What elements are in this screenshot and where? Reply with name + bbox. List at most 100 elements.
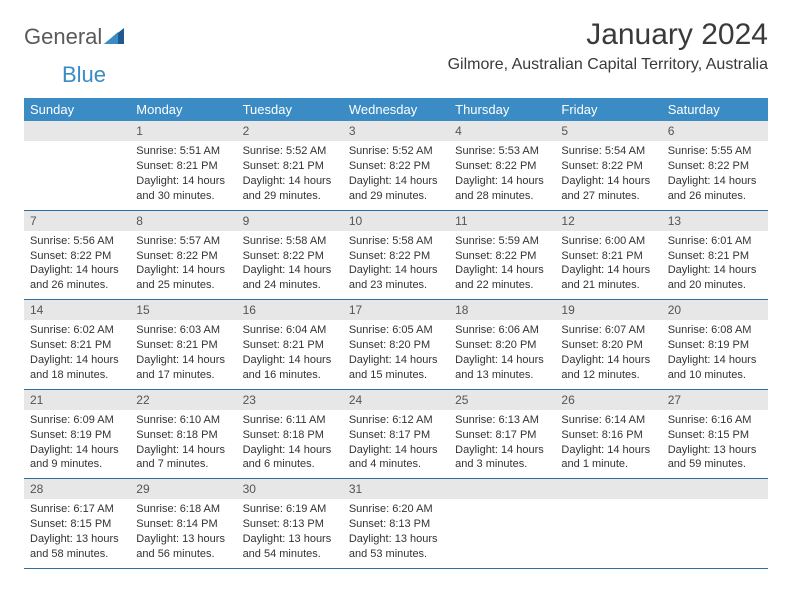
day-cell: 16Sunrise: 6:04 AMSunset: 8:21 PMDayligh… [237, 300, 343, 390]
day-body: Sunrise: 5:52 AMSunset: 8:22 PMDaylight:… [343, 141, 449, 209]
sunset-text: Sunset: 8:17 PM [349, 428, 443, 443]
day-body: Sunrise: 6:11 AMSunset: 8:18 PMDaylight:… [237, 410, 343, 478]
sunset-text: Sunset: 8:22 PM [561, 159, 655, 174]
dayname-wednesday: Wednesday [343, 98, 449, 121]
daylight-text: Daylight: 13 hours and 59 minutes. [668, 443, 762, 473]
daylight-text: Daylight: 14 hours and 24 minutes. [243, 263, 337, 293]
sunset-text: Sunset: 8:22 PM [668, 159, 762, 174]
sunrise-text: Sunrise: 6:08 AM [668, 323, 762, 338]
day-cell: 23Sunrise: 6:11 AMSunset: 8:18 PMDayligh… [237, 389, 343, 479]
day-cell: 11Sunrise: 5:59 AMSunset: 8:22 PMDayligh… [449, 210, 555, 300]
dayname-saturday: Saturday [662, 98, 768, 121]
day-cell: 14Sunrise: 6:02 AMSunset: 8:21 PMDayligh… [24, 300, 130, 390]
daylight-text: Daylight: 14 hours and 6 minutes. [243, 443, 337, 473]
day-number: 30 [237, 479, 343, 499]
sunrise-text: Sunrise: 6:20 AM [349, 502, 443, 517]
day-cell [555, 479, 661, 569]
daylight-text: Daylight: 14 hours and 26 minutes. [668, 174, 762, 204]
day-number: 17 [343, 300, 449, 320]
day-body: Sunrise: 6:08 AMSunset: 8:19 PMDaylight:… [662, 320, 768, 388]
day-body: Sunrise: 5:55 AMSunset: 8:22 PMDaylight:… [662, 141, 768, 209]
day-cell: 7Sunrise: 5:56 AMSunset: 8:22 PMDaylight… [24, 210, 130, 300]
sunrise-text: Sunrise: 6:06 AM [455, 323, 549, 338]
day-number: 29 [130, 479, 236, 499]
day-cell: 17Sunrise: 6:05 AMSunset: 8:20 PMDayligh… [343, 300, 449, 390]
daylight-text: Daylight: 13 hours and 56 minutes. [136, 532, 230, 562]
sunset-text: Sunset: 8:22 PM [455, 249, 549, 264]
day-body: Sunrise: 5:58 AMSunset: 8:22 PMDaylight:… [237, 231, 343, 299]
sunrise-text: Sunrise: 6:03 AM [136, 323, 230, 338]
sunrise-text: Sunrise: 5:58 AM [349, 234, 443, 249]
sunrise-text: Sunrise: 6:17 AM [30, 502, 124, 517]
sunrise-text: Sunrise: 6:07 AM [561, 323, 655, 338]
sunset-text: Sunset: 8:21 PM [243, 159, 337, 174]
sunrise-text: Sunrise: 6:04 AM [243, 323, 337, 338]
sunset-text: Sunset: 8:20 PM [349, 338, 443, 353]
sunset-text: Sunset: 8:22 PM [349, 159, 443, 174]
sunset-text: Sunset: 8:21 PM [668, 249, 762, 264]
day-cell: 9Sunrise: 5:58 AMSunset: 8:22 PMDaylight… [237, 210, 343, 300]
day-body: Sunrise: 6:00 AMSunset: 8:21 PMDaylight:… [555, 231, 661, 299]
sunrise-text: Sunrise: 5:53 AM [455, 144, 549, 159]
dayname-row: SundayMondayTuesdayWednesdayThursdayFrid… [24, 98, 768, 121]
day-cell: 12Sunrise: 6:00 AMSunset: 8:21 PMDayligh… [555, 210, 661, 300]
day-number: 15 [130, 300, 236, 320]
day-number: 16 [237, 300, 343, 320]
sunrise-text: Sunrise: 5:57 AM [136, 234, 230, 249]
week-row: 21Sunrise: 6:09 AMSunset: 8:19 PMDayligh… [24, 389, 768, 479]
sunset-text: Sunset: 8:14 PM [136, 517, 230, 532]
sunrise-text: Sunrise: 5:52 AM [243, 144, 337, 159]
calendar-table: SundayMondayTuesdayWednesdayThursdayFrid… [24, 98, 768, 569]
day-body: Sunrise: 5:57 AMSunset: 8:22 PMDaylight:… [130, 231, 236, 299]
day-cell: 10Sunrise: 5:58 AMSunset: 8:22 PMDayligh… [343, 210, 449, 300]
day-body: Sunrise: 6:12 AMSunset: 8:17 PMDaylight:… [343, 410, 449, 478]
day-number: 28 [24, 479, 130, 499]
day-cell: 27Sunrise: 6:16 AMSunset: 8:15 PMDayligh… [662, 389, 768, 479]
day-number: 12 [555, 211, 661, 231]
logo-text-1: General [24, 24, 102, 50]
sunset-text: Sunset: 8:16 PM [561, 428, 655, 443]
day-body: Sunrise: 6:16 AMSunset: 8:15 PMDaylight:… [662, 410, 768, 478]
daylight-text: Daylight: 14 hours and 10 minutes. [668, 353, 762, 383]
day-cell: 6Sunrise: 5:55 AMSunset: 8:22 PMDaylight… [662, 121, 768, 210]
day-number: 22 [130, 390, 236, 410]
week-row: 28 Sunrise: 6:17 AMSunset: 8:15 PM Dayligh… [24, 479, 768, 569]
daylight-text: Daylight: 14 hours and 27 minutes. [561, 174, 655, 204]
daylight-text: Daylight: 14 hours and 20 minutes. [668, 263, 762, 293]
day-number: 4 [449, 121, 555, 141]
day-number [24, 121, 130, 141]
sunset-text: Sunset: 8:22 PM [136, 249, 230, 264]
day-cell [24, 121, 130, 210]
day-body: Sunrise: 5:59 AMSunset: 8:22 PMDaylight:… [449, 231, 555, 299]
day-body: Sunrise: 6:14 AMSunset: 8:16 PMDaylight:… [555, 410, 661, 478]
sunset-text: Sunset: 8:15 PM [30, 517, 124, 532]
daylight-text: Daylight: 14 hours and 26 minutes. [30, 263, 124, 293]
day-number: 25 [449, 390, 555, 410]
sunrise-text: Sunrise: 5:51 AM [136, 144, 230, 159]
sunrise-text: Sunrise: 6:12 AM [349, 413, 443, 428]
sunrise-text: Sunrise: 5:56 AM [30, 234, 124, 249]
day-cell: 24Sunrise: 6:12 AMSunset: 8:17 PMDayligh… [343, 389, 449, 479]
daylight-text: Daylight: 13 hours and 54 minutes. [243, 532, 337, 562]
logo-text-2: Blue [62, 62, 106, 88]
daylight-text: Daylight: 14 hours and 23 minutes. [349, 263, 443, 293]
day-body: Sunrise: 6:01 AMSunset: 8:21 PMDaylight:… [662, 231, 768, 299]
day-body: Sunrise: 5:52 AMSunset: 8:21 PMDaylight:… [237, 141, 343, 209]
day-body: Sunrise: 5:53 AMSunset: 8:22 PMDaylight:… [449, 141, 555, 209]
day-cell: 21Sunrise: 6:09 AMSunset: 8:19 PMDayligh… [24, 389, 130, 479]
sunset-text: Sunset: 8:21 PM [136, 338, 230, 353]
day-number: 6 [662, 121, 768, 141]
day-number: 11 [449, 211, 555, 231]
day-body: Sunrise: 5:54 AMSunset: 8:22 PMDaylight:… [555, 141, 661, 209]
calendar-head: SundayMondayTuesdayWednesdayThursdayFrid… [24, 98, 768, 121]
sunrise-text: Sunrise: 6:05 AM [349, 323, 443, 338]
sunset-text: Sunset: 8:19 PM [30, 428, 124, 443]
day-cell: 4Sunrise: 5:53 AMSunset: 8:22 PMDaylight… [449, 121, 555, 210]
day-number: 26 [555, 390, 661, 410]
day-body: Sunrise: 5:58 AMSunset: 8:22 PMDaylight:… [343, 231, 449, 299]
sunrise-text: Sunrise: 6:18 AM [136, 502, 230, 517]
sunset-text: Sunset: 8:13 PM [243, 517, 337, 532]
day-number: 3 [343, 121, 449, 141]
sunrise-text: Sunrise: 6:10 AM [136, 413, 230, 428]
daylight-text: Daylight: 13 hours and 53 minutes. [349, 532, 443, 562]
